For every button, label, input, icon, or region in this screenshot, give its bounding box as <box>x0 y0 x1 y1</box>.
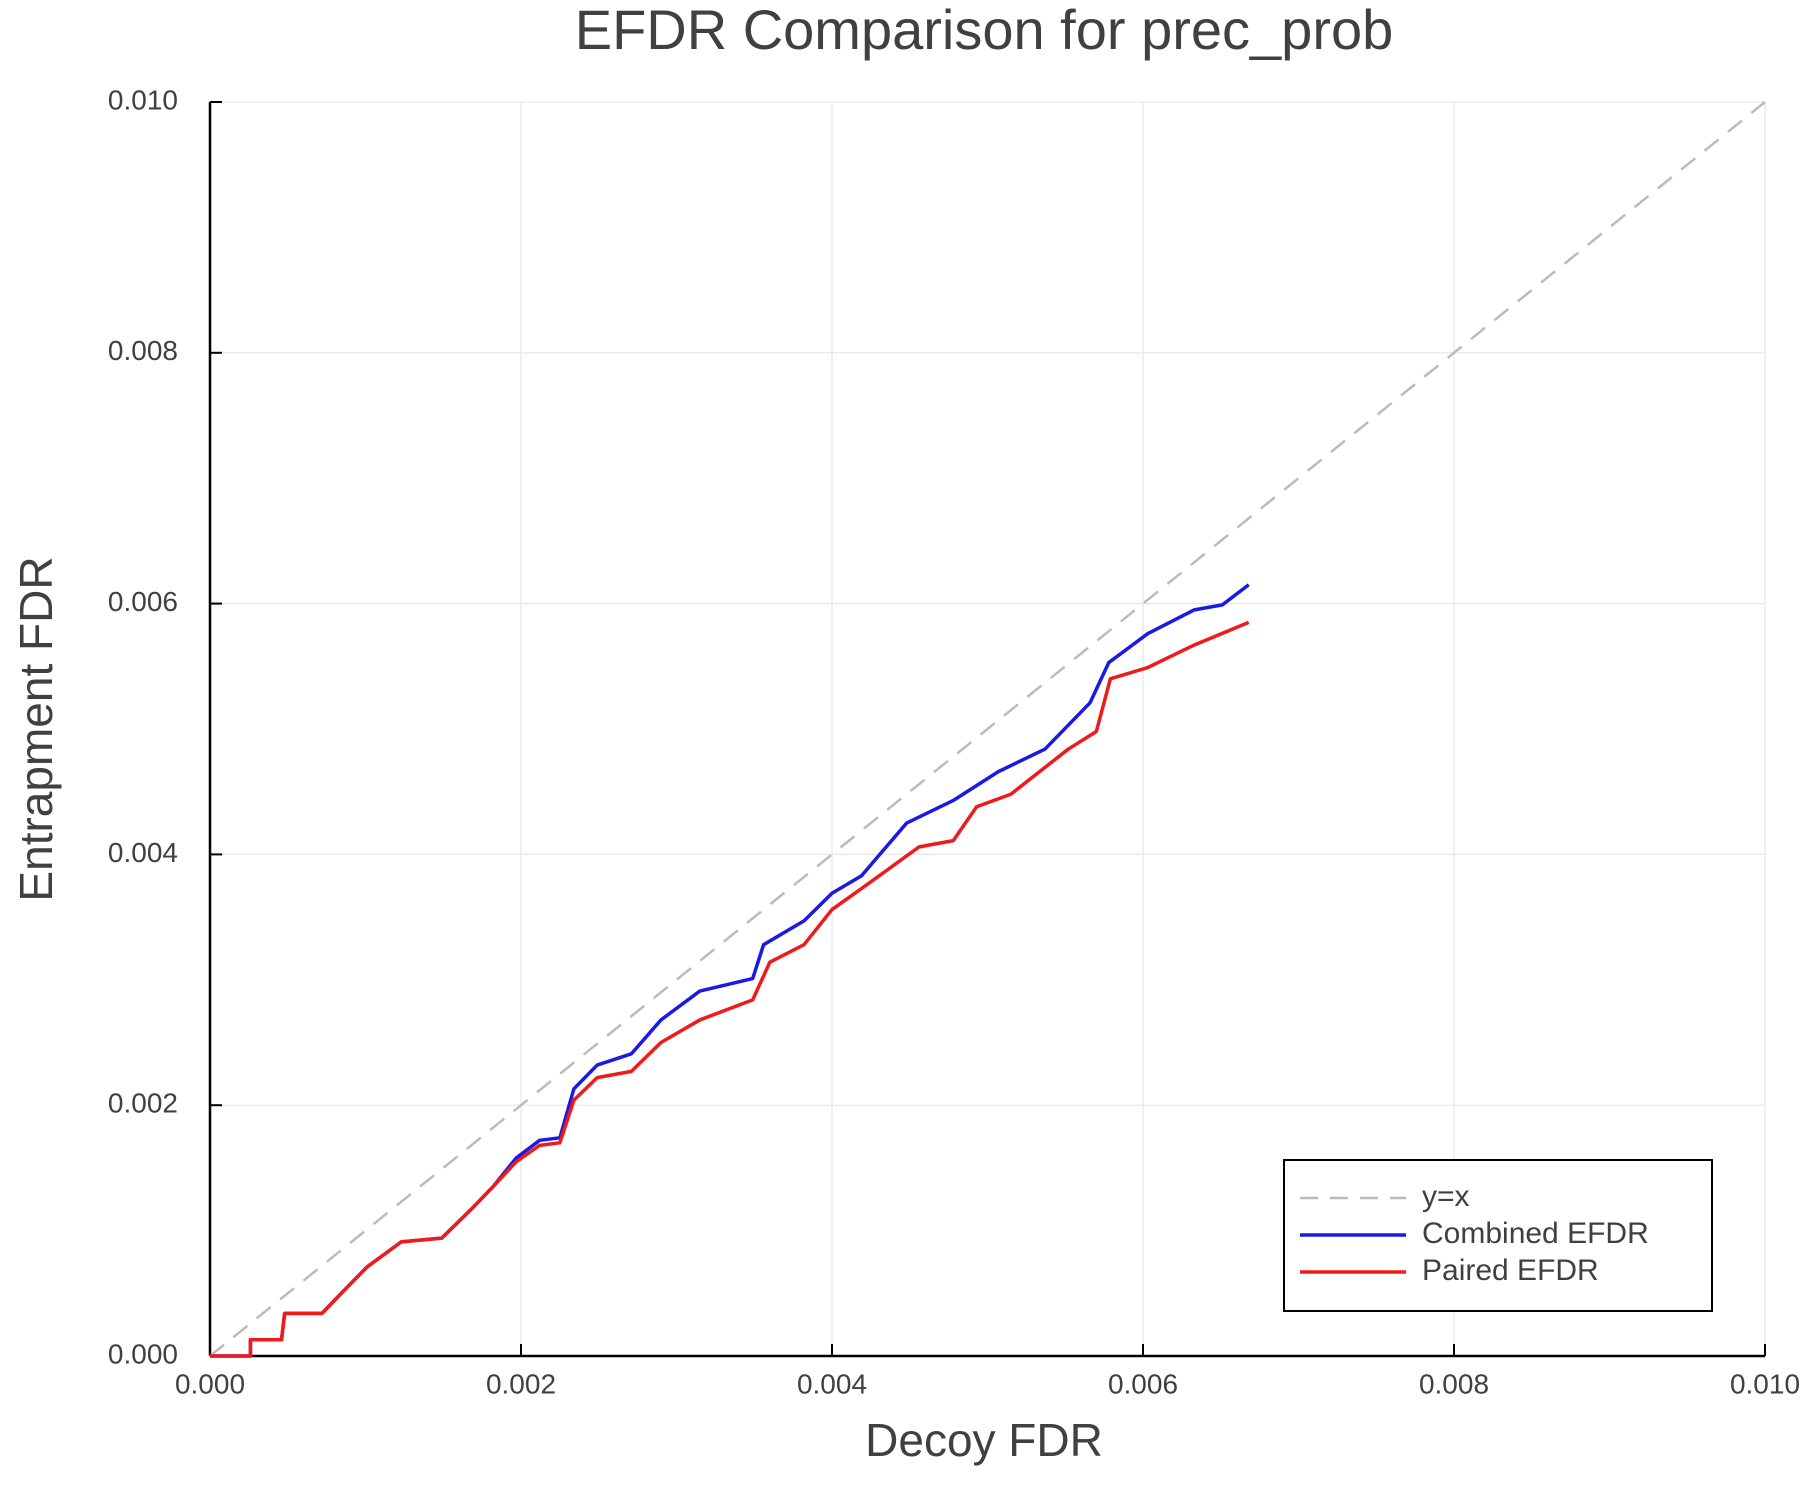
series-line <box>210 583 1250 1358</box>
series-line <box>210 620 1250 1358</box>
y-tick-label: 0.002 <box>108 1088 178 1119</box>
x-tick-label: 0.002 <box>486 1368 556 1399</box>
y-tick-label: 0.004 <box>108 837 178 868</box>
x-tick-label: 0.010 <box>1730 1368 1800 1399</box>
y-axis-label: Entrapment FDR <box>10 556 62 901</box>
legend-label: Combined EFDR <box>1422 1217 1649 1250</box>
y-tick-label: 0.008 <box>108 335 178 366</box>
x-tick-label: 0.006 <box>1108 1368 1178 1399</box>
x-tick-label: 0.004 <box>797 1368 867 1399</box>
y-tick-label: 0.006 <box>108 586 178 617</box>
legend-label: Paired EFDR <box>1422 1254 1599 1287</box>
series-line <box>209 101 1766 1357</box>
x-tick-label: 0.000 <box>175 1368 245 1399</box>
y-tick-label: 0.010 <box>108 84 178 115</box>
legend-label: y=x <box>1422 1180 1470 1213</box>
chart-title: EFDR Comparison for prec_prob <box>575 0 1394 61</box>
y-tick-label: 0.000 <box>108 1338 178 1369</box>
x-axis-label: Decoy FDR <box>865 1414 1103 1466</box>
x-tick-label: 0.008 <box>1419 1368 1489 1399</box>
legend: y=x Combined EFDR Paired EFDR <box>1283 1159 1713 1312</box>
